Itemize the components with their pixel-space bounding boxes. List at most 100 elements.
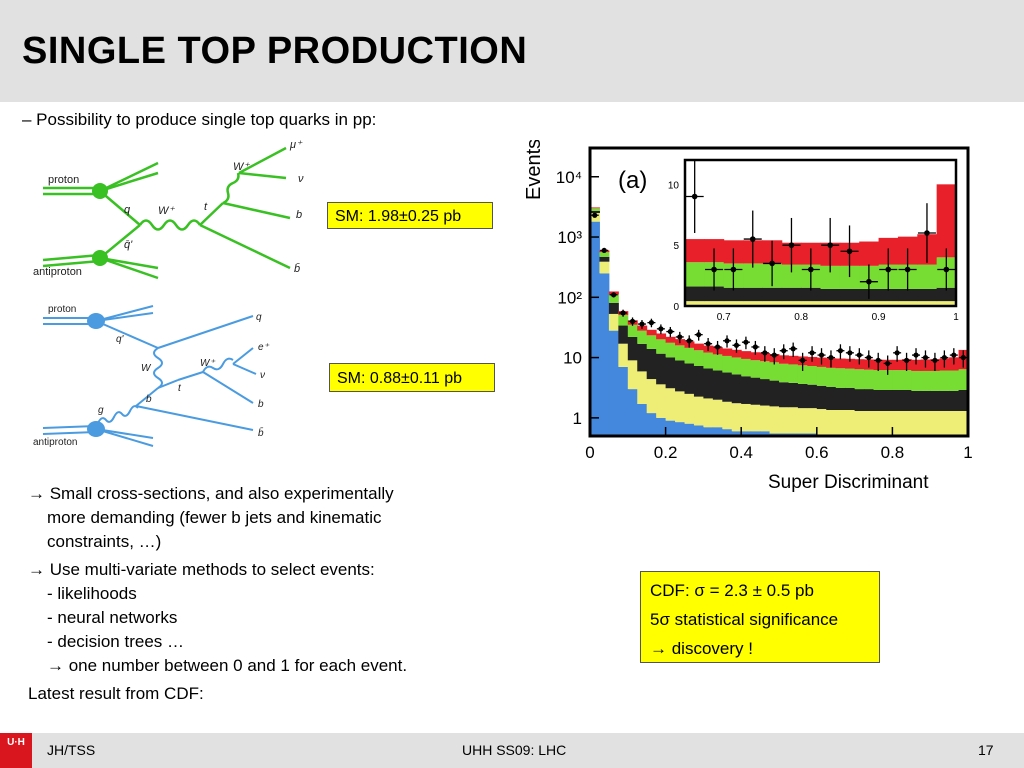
data-point-23 — [809, 350, 815, 356]
bullet-2-item-1: - likelihoods — [47, 584, 137, 603]
bullet-2-line-1: → Use multi-variate methods to select ev… — [28, 560, 375, 579]
inset-bar-green-7 — [820, 265, 841, 289]
data-point-27 — [847, 350, 853, 356]
plot-frame — [588, 146, 970, 438]
data-point-13 — [714, 344, 721, 350]
data-point-11 — [696, 332, 702, 338]
bar-red-0 — [590, 207, 600, 209]
inset-bar-black-13 — [936, 287, 957, 302]
inset-data-point-4 — [769, 260, 775, 267]
bar-green-12 — [703, 352, 714, 369]
latest-result-text: Latest result from CDF: — [28, 684, 204, 703]
bar-blue-17 — [750, 431, 761, 436]
inset-bar-blue_yellow-6 — [801, 301, 821, 306]
bar-black-13 — [712, 370, 723, 400]
bar-blue-16 — [741, 431, 752, 436]
data-point-32 — [894, 350, 900, 356]
bar-green-19 — [769, 362, 780, 381]
inset-bar-green-8 — [839, 265, 860, 289]
bar-yellow-8 — [665, 388, 676, 421]
d2-antiproton-label: antiproton — [33, 437, 77, 448]
d1-b-label: b — [296, 209, 302, 221]
x-tick-label: 0.6 — [805, 443, 829, 462]
bar-black-11 — [693, 365, 704, 397]
inset-data-point-12 — [924, 230, 930, 236]
bar-yellow-25 — [826, 409, 837, 436]
bar-blue-18 — [760, 431, 771, 436]
data-point-3 — [620, 310, 626, 316]
bar-blue-10 — [684, 423, 695, 436]
bar-green-10 — [684, 347, 695, 364]
inset-data-point-6 — [808, 266, 814, 273]
bar-black-29 — [864, 389, 874, 411]
bar-yellow-2 — [608, 313, 619, 331]
bar-green-24 — [816, 366, 827, 386]
bar-green-37 — [939, 370, 950, 391]
inset-bar-blue_yellow-4 — [762, 301, 783, 306]
data-point-5 — [639, 321, 645, 327]
data-point-28 — [856, 352, 862, 358]
bar-blue-3 — [618, 366, 629, 436]
bar-green-5 — [637, 330, 648, 344]
y-tick-label: 1 — [573, 409, 582, 428]
data-point-20 — [781, 348, 787, 354]
bar-yellow-13 — [712, 399, 723, 428]
bar-green-39 — [958, 369, 969, 390]
x-tick-label: 0 — [585, 443, 594, 462]
bar-blue-9 — [675, 422, 685, 436]
data-point-21 — [790, 346, 796, 352]
bar-black-32 — [892, 389, 903, 411]
bar-green-26 — [835, 368, 846, 388]
bar-black-37 — [939, 390, 950, 411]
inset-bar-green-3 — [743, 263, 763, 288]
bar-green-32 — [892, 370, 903, 390]
d1-bbar-label: b̄ — [294, 262, 300, 275]
inset-bar-blue_yellow-5 — [781, 301, 802, 306]
inset-bar-black-0 — [685, 286, 705, 302]
data-point-6 — [648, 320, 655, 326]
inset-x-tick-label: 0.9 — [872, 312, 886, 323]
data-point-36 — [932, 357, 938, 363]
bar-yellow-26 — [835, 409, 846, 436]
bar-yellow-11 — [693, 396, 704, 426]
bar-green-25 — [826, 367, 837, 388]
bar-red-15 — [731, 349, 742, 358]
bar-blue-12 — [703, 427, 714, 436]
bar-yellow-12 — [703, 398, 714, 428]
data-point-38 — [951, 352, 957, 358]
bullet-2-item-4: → one number between 0 and 1 for each ev… — [47, 656, 408, 675]
inset-data-point-0 — [691, 193, 698, 200]
bar-blue-14 — [722, 429, 733, 436]
x-tick-label: 1 — [963, 443, 972, 462]
footer-author: JH/TSS — [47, 742, 96, 758]
d1-q-label: q — [124, 204, 131, 216]
inset-data-point-7 — [827, 242, 833, 248]
data-point-39 — [960, 354, 966, 361]
d1-t-label: t — [204, 201, 208, 213]
bar-yellow-27 — [845, 409, 856, 436]
d2-qprime-label: q' — [116, 334, 125, 345]
bar-green-28 — [854, 369, 865, 390]
d2-e-label: e⁺ — [258, 342, 270, 353]
bar-red-8 — [665, 336, 676, 343]
data-point-33 — [903, 357, 910, 363]
inset-bar-black-7 — [820, 288, 841, 302]
inset-bar-blue_yellow-2 — [723, 301, 744, 306]
footer: JH/TSS UHH SS09: LHC 17 — [0, 733, 1024, 768]
data-point-4 — [629, 318, 636, 324]
bar-blue-15 — [731, 431, 742, 436]
bar-yellow-17 — [750, 404, 761, 432]
cdf-discovery: → discovery ! — [650, 639, 753, 658]
bar-black-6 — [646, 348, 657, 380]
bar-red-14 — [722, 348, 733, 356]
bar-yellow-7 — [656, 384, 667, 418]
data-point-1 — [601, 247, 607, 254]
inset-bar-red-13 — [936, 184, 957, 258]
bar-yellow-36 — [930, 410, 941, 436]
bar-black-1 — [599, 256, 610, 262]
bar-yellow-29 — [864, 410, 874, 436]
inset-y-tick-label: 10 — [668, 180, 680, 191]
bar-green-23 — [807, 365, 818, 385]
bar-green-36 — [930, 370, 941, 391]
bar-blue-2 — [608, 330, 619, 436]
